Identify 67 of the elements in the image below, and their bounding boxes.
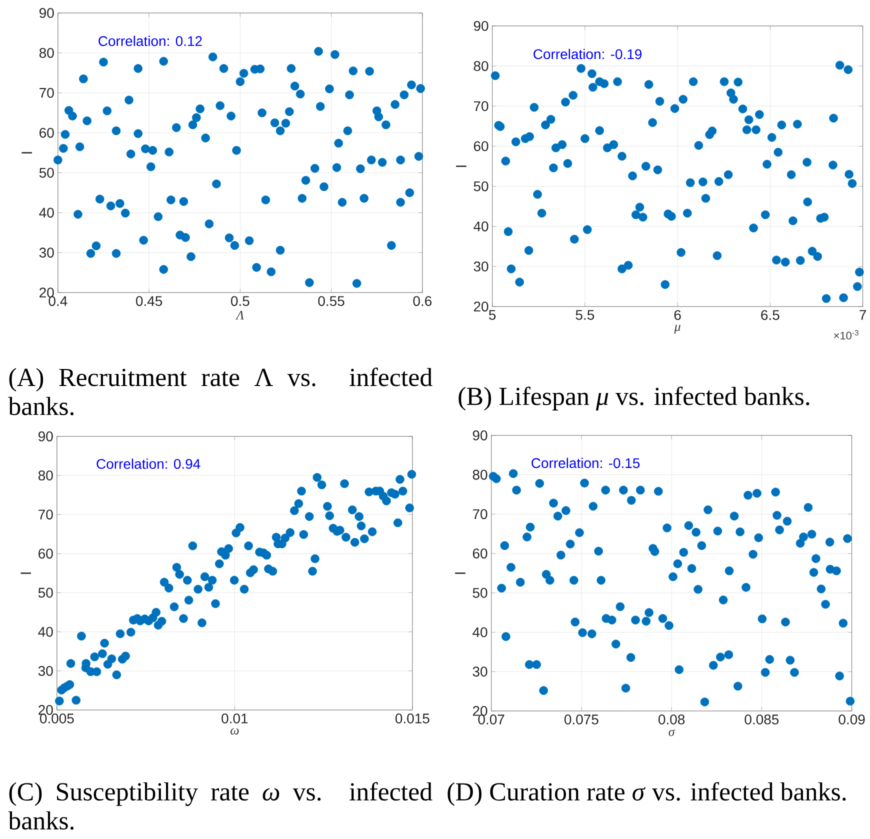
x-tick-label: 7 (860, 310, 866, 320)
x-tick-label: 0.09 (838, 714, 865, 725)
y-tick-label: 50 (472, 588, 488, 598)
y-axis-title: I (456, 166, 466, 168)
y-tick-label: 40 (472, 627, 488, 638)
x-tick-label: 6.5 (761, 310, 780, 320)
x-axis-title: σ (668, 729, 676, 736)
text: (A) Recruitment rate Λ vs. infected banks. (8, 368, 432, 416)
y-tick-label: 40 (39, 208, 54, 218)
x-tick-label: 0.075 (564, 714, 598, 725)
y-tick-label: 50 (38, 588, 53, 598)
annotation: Correlation: 0.12 (98, 36, 202, 46)
y-tick-label: 30 (39, 248, 54, 258)
y-tick-label: 20 (472, 706, 488, 716)
annotation: Correlation: 0.94 (96, 458, 200, 469)
y-tick-label: 60 (472, 548, 488, 559)
text: (B) Lifespan μ vs. infected banks. (458, 386, 810, 411)
y-tick-label: 80 (472, 470, 488, 480)
y-tick-label: 70 (38, 510, 53, 520)
x-axis-title: Λ (235, 310, 244, 320)
y-tick-label: 70 (474, 101, 488, 112)
y-tick-label: 90 (40, 8, 54, 18)
chart-title: (C) Susceptibility rate ω vs. infected banks. (8, 782, 432, 830)
y-tick-label: 50 (474, 181, 488, 192)
y-tick-label: 60 (474, 141, 488, 152)
y-tick-label: 70 (40, 88, 54, 98)
x-tick-label: 0.015 (395, 714, 430, 724)
x-tick-label: 0.005 (40, 714, 74, 724)
annotation: Correlation: -0.19 (534, 48, 642, 60)
y-tick-label: 20 (40, 288, 54, 298)
y-tick-label: 90 (474, 21, 488, 31)
y-tick-label: 80 (38, 470, 53, 481)
x-tick-label: 0.085 (744, 714, 779, 725)
text: ×10$^{-3}$ (834, 330, 858, 340)
x-tick-label: 0.5 (230, 296, 250, 306)
y-tick-label: 20 (474, 302, 488, 312)
x-tick-label: 0.01 (222, 714, 248, 724)
x-tick-label: 5.5 (576, 310, 594, 320)
x-tick-label: 0.45 (136, 296, 162, 306)
y-tick-label: 30 (38, 666, 53, 676)
y-axis-title: I (22, 152, 32, 154)
x-tick-label: 0.07 (478, 714, 504, 725)
y-tick-label: 70 (472, 509, 488, 520)
y-tick-label: 90 (38, 432, 53, 442)
x-tick-label: 0.6 (413, 296, 432, 306)
x-axis-title: ω (230, 728, 239, 735)
y-tick-label: 60 (38, 548, 53, 559)
x-tick-label: 0.4 (48, 296, 68, 306)
y-tick-label: 20 (38, 705, 53, 716)
y-tick-label: 80 (39, 48, 54, 58)
y-axis-title: I (20, 572, 31, 574)
y-tick-label: 40 (474, 222, 488, 232)
y-tick-label: 40 (38, 626, 53, 637)
y-tick-label: 30 (472, 666, 488, 677)
y-tick-label: 80 (474, 61, 488, 72)
y-tick-label: 60 (40, 128, 54, 138)
annotation: Correlation: -0.15 (532, 458, 640, 468)
x-tick-label: 5 (488, 310, 496, 320)
y-axis-title: I (455, 572, 466, 574)
x-tick-label: 0.08 (658, 714, 685, 725)
y-tick-label: 30 (474, 262, 488, 272)
y-tick-label: 90 (472, 430, 488, 440)
x-tick-label: 6 (674, 310, 681, 320)
x-axis-title: μ (674, 324, 680, 334)
y-tick-label: 50 (39, 168, 54, 178)
x-tick-label: 0.55 (318, 296, 344, 306)
text: (D) Curation rate σ vs. infected banks. (448, 782, 846, 806)
